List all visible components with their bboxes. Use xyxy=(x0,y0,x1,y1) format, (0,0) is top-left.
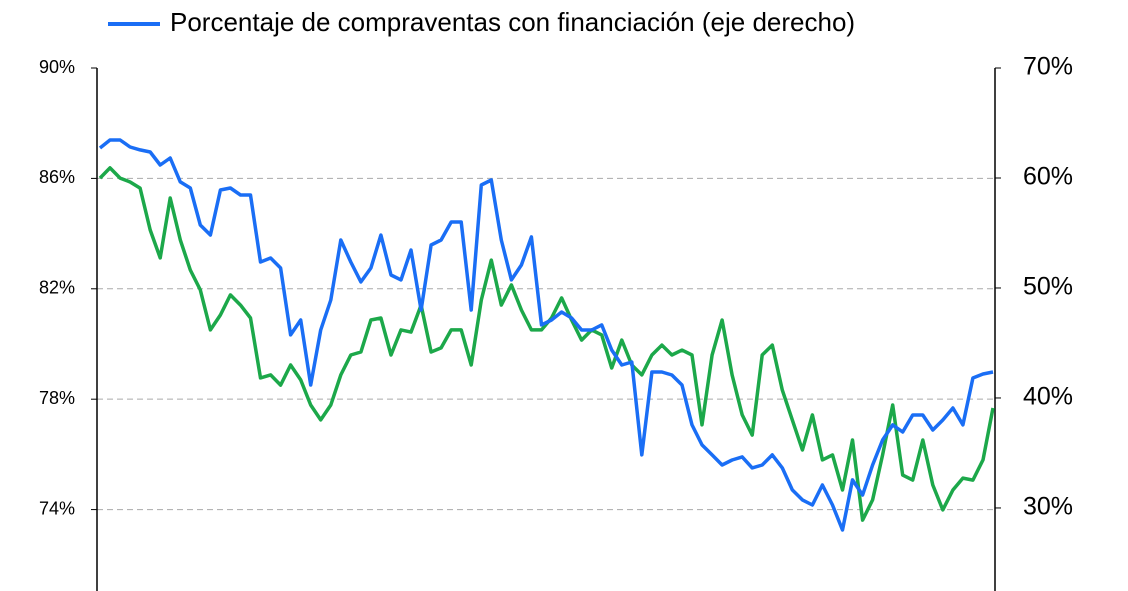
y-tick-label: 74% xyxy=(39,498,75,518)
y2-tick-label: 70% xyxy=(1023,53,1073,81)
y2-tick-label: 40% xyxy=(1023,383,1073,411)
y2-tick-label: 30% xyxy=(1023,493,1073,521)
y-tick-label: 86% xyxy=(39,167,75,187)
y-tick-label: 90% xyxy=(39,57,75,77)
y2-tick-label: 60% xyxy=(1023,163,1073,191)
y-tick-label: 78% xyxy=(39,388,75,408)
y2-tick-label: 50% xyxy=(1023,273,1073,301)
series-line xyxy=(98,166,995,522)
y-tick-label: 82% xyxy=(39,278,75,298)
legend-label: Porcentaje de compraventas con financiac… xyxy=(170,7,855,37)
series-line xyxy=(98,138,994,532)
